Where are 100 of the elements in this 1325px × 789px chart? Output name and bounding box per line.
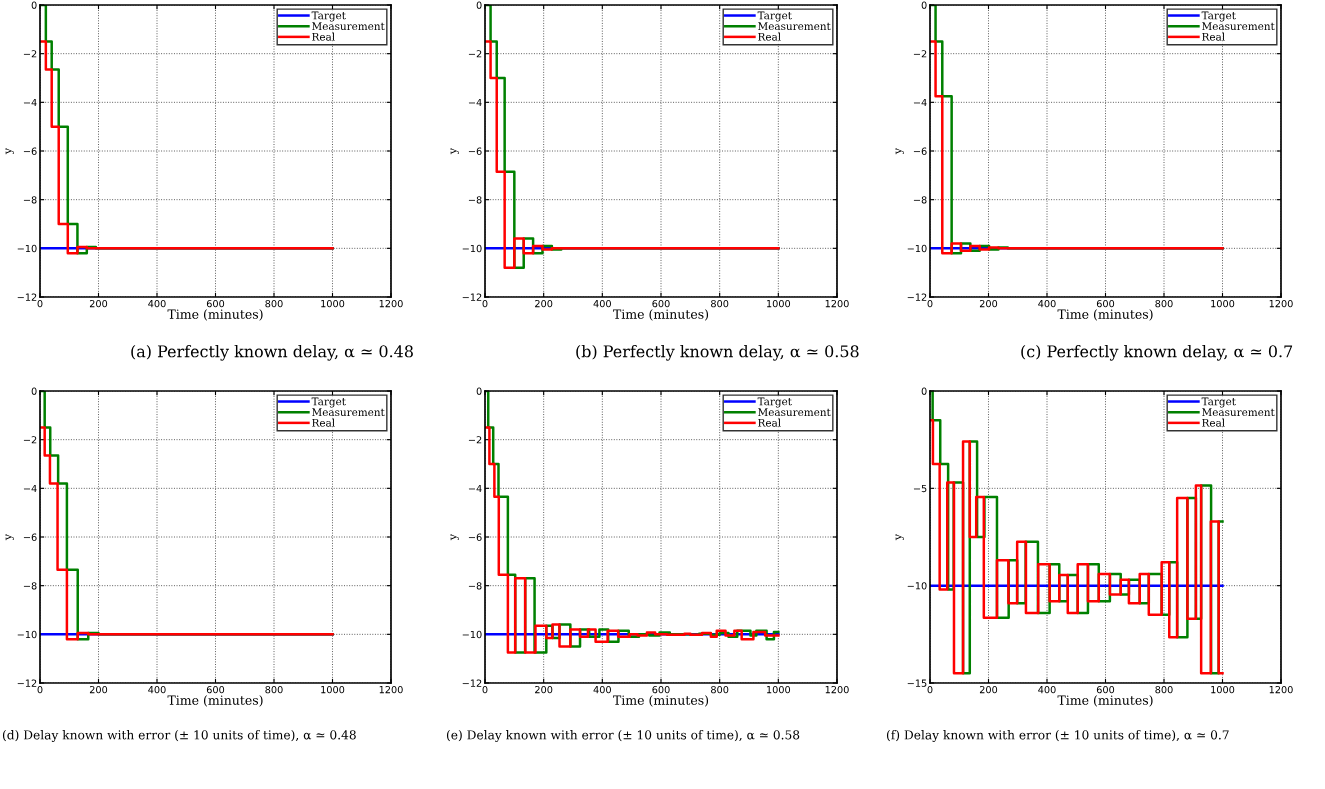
y-tick-label: −10	[462, 244, 482, 253]
x-tick-label: 200	[89, 299, 108, 308]
x-tick-label: 600	[206, 685, 225, 694]
y-tick-label: −8	[23, 582, 37, 590]
legend-label: Real	[1202, 418, 1225, 427]
x-tick-label: 400	[593, 299, 611, 308]
legend-label: Target	[1201, 11, 1236, 22]
y-tick-label: 0	[476, 1, 482, 9]
legend-label: Measurement	[758, 22, 831, 31]
legend-label: Measurement	[758, 408, 831, 417]
legend-label: Target	[311, 397, 346, 408]
x-axis-title: Time (minutes)	[1057, 695, 1153, 707]
legend-label: Real	[312, 418, 335, 427]
x-tick-label: 1000	[1211, 299, 1235, 308]
text: (c) Perfectly known delay, α ≃ 0.7	[1021, 345, 1293, 361]
x-tick-label: 1000	[321, 685, 345, 694]
x-tick-label: 200	[979, 299, 998, 308]
y-tick-label: −10	[907, 244, 927, 253]
x-tick-label: 400	[148, 685, 166, 694]
y-tick-label: −6	[23, 533, 37, 541]
legend-label: Target	[1201, 397, 1236, 408]
x-tick-label: 0	[927, 685, 933, 694]
legend-label: Real	[1202, 32, 1225, 41]
legend-label: Measurement	[1202, 408, 1275, 417]
y-tick-label: −4	[468, 484, 482, 493]
x-tick-label: 600	[652, 299, 670, 308]
y-tick-label: −2	[23, 436, 37, 444]
x-tick-label: 800	[265, 685, 283, 694]
y-tick-label: −15	[907, 679, 927, 687]
y-tick-label: −8	[468, 196, 482, 204]
y-tick-label: −6	[913, 147, 927, 155]
y-tick-label: −10	[907, 582, 927, 590]
x-axis-title: Time (minutes)	[167, 695, 263, 707]
y-tick-label: 0	[476, 387, 482, 395]
y-tick-label: −4	[23, 484, 37, 493]
x-tick-label: 800	[711, 299, 729, 308]
y-tick-label: −4	[913, 98, 927, 107]
x-tick-label: 800	[1155, 685, 1173, 694]
legend-label: Real	[758, 32, 781, 41]
x-tick-label: 1200	[379, 685, 403, 694]
y-tick-label: −8	[913, 196, 927, 204]
x-tick-label: 200	[535, 299, 553, 308]
x-tick-label: 600	[652, 685, 670, 694]
y-axis-title: y	[5, 533, 14, 541]
x-tick-label: 400	[1038, 299, 1056, 308]
x-tick-label: 0	[482, 299, 488, 308]
y-axis-title: y	[895, 533, 904, 541]
y-tick-label: 0	[921, 1, 927, 9]
x-tick-label: 600	[1096, 299, 1115, 308]
x-tick-label: 600	[1096, 685, 1115, 694]
x-tick-label: 1200	[1269, 685, 1293, 694]
x-tick-label: 800	[711, 685, 729, 694]
x-tick-label: 800	[1155, 299, 1173, 308]
y-tick-label: −12	[17, 293, 37, 301]
legend-label: Measurement	[1202, 22, 1275, 31]
x-tick-label: 1000	[767, 299, 791, 308]
text: (a) Perfectly known delay, α ≃ 0.48	[131, 345, 413, 361]
x-tick-label: 1000	[767, 685, 791, 694]
y-tick-label: −8	[468, 582, 482, 590]
y-tick-label: −12	[462, 679, 482, 687]
y-tick-label: −12	[462, 293, 482, 301]
y-tick-label: −6	[23, 147, 37, 155]
x-tick-label: 1200	[379, 299, 403, 308]
text: (d) Delay known with error (± 10 units of time), α ≃ 0.48	[2, 730, 356, 742]
x-tick-label: 400	[148, 299, 166, 308]
y-tick-label: −6	[468, 147, 482, 155]
x-tick-label: 1000	[1211, 685, 1235, 694]
x-tick-label: 600	[206, 299, 225, 308]
y-tick-label: −2	[23, 50, 37, 58]
y-tick-label: −10	[462, 630, 482, 639]
legend-label: Real	[758, 418, 781, 427]
x-axis-title: Time (minutes)	[167, 309, 263, 321]
y-tick-label: −4	[468, 98, 482, 107]
y-axis-title: y	[450, 533, 459, 541]
y-tick-label: −2	[468, 50, 482, 58]
legend-label: Target	[757, 11, 792, 22]
x-tick-label: 200	[89, 685, 108, 694]
y-tick-label: −8	[23, 196, 37, 204]
x-tick-label: 1200	[825, 685, 849, 694]
x-axis-title: Time (minutes)	[1057, 309, 1153, 321]
x-axis-title: Time (minutes)	[613, 309, 709, 321]
x-tick-label: 800	[265, 299, 283, 308]
text: (e) Delay known with error (± 10 units of time), α ≃ 0.58	[446, 730, 800, 742]
x-tick-label: 200	[535, 685, 553, 694]
x-tick-label: 1200	[1269, 299, 1293, 308]
x-tick-label: 200	[979, 685, 998, 694]
legend-label: Measurement	[312, 22, 385, 31]
y-tick-label: 0	[31, 387, 37, 395]
y-tick-label: 0	[921, 387, 927, 395]
y-tick-label: −10	[17, 630, 37, 639]
legend-label: Target	[757, 397, 792, 408]
y-tick-label: −10	[17, 244, 37, 253]
x-tick-label: 1200	[825, 299, 849, 308]
legend-label: Target	[311, 11, 346, 22]
y-axis-title: y	[895, 147, 904, 155]
y-axis-title: y	[5, 147, 14, 155]
legend-label: Real	[312, 32, 335, 41]
x-tick-label: 1000	[321, 299, 345, 308]
y-tick-label: −6	[468, 533, 482, 541]
y-tick-label: −2	[468, 436, 482, 444]
